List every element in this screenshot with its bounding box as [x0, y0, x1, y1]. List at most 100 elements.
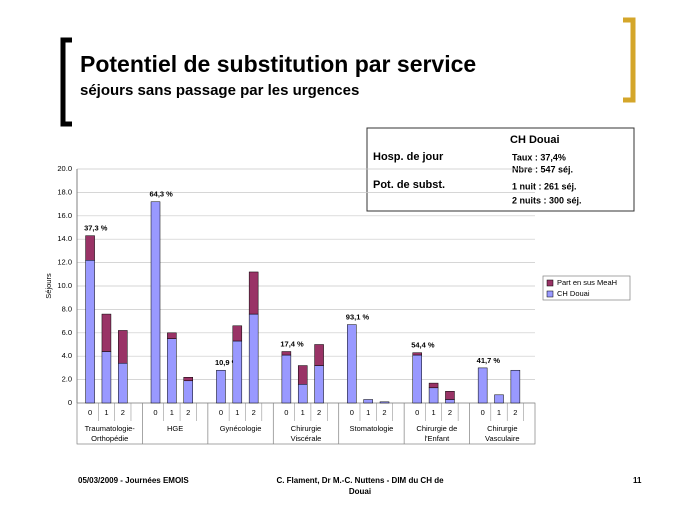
info-heading: CH Douai	[510, 134, 560, 146]
right-bracket	[623, 17, 636, 103]
bar-segment	[412, 354, 422, 404]
left-bracket	[60, 37, 72, 127]
bar-segment	[248, 313, 259, 404]
group-label: Gynécologie	[220, 424, 262, 433]
bar-segment	[297, 384, 308, 404]
page-number: 11	[633, 476, 642, 485]
y-tick-label: 18.0	[57, 187, 72, 196]
bar-segment	[232, 325, 243, 342]
x-tick-label: 0	[284, 408, 288, 417]
bar-segment	[248, 271, 259, 315]
x-tick-label: 2	[448, 408, 452, 417]
y-tick-label: 8.0	[62, 304, 72, 313]
y-tick-label: 6.0	[62, 328, 72, 337]
title: Potentiel de substitution par service	[80, 51, 476, 77]
group-annotation: 17,4 %	[280, 340, 304, 349]
x-tick-label: 1	[170, 408, 174, 417]
x-tick-label: 2	[317, 408, 321, 417]
x-tick-label: 2	[186, 408, 190, 417]
bar-segment	[363, 399, 373, 404]
group-annotation: 54,4 %	[411, 341, 435, 350]
bar-segment	[510, 369, 521, 404]
bar-segment	[183, 380, 193, 404]
info-label: Pot. de subst.	[373, 179, 445, 191]
y-tick-label: 20.0	[57, 164, 72, 173]
x-tick-label: 2	[252, 408, 256, 417]
info-label: Hosp. de jour	[373, 151, 444, 163]
bar-segment	[297, 365, 308, 385]
bar-segment	[216, 369, 226, 404]
y-tick-label: 4.0	[62, 351, 72, 360]
info-line: 1 nuit : 261 séj.	[512, 181, 577, 191]
bar-segment	[101, 313, 112, 352]
y-tick-label: 16.0	[57, 211, 72, 220]
subtitle: séjours sans passage par les urgences	[80, 82, 359, 99]
group-annotation: 10,9 %	[215, 358, 239, 367]
group-annotation: 37,3 %	[84, 224, 108, 233]
x-tick-label: 1	[497, 408, 501, 417]
x-tick-label: 0	[153, 408, 157, 417]
y-tick-label: 0	[68, 398, 72, 407]
group-label: Viscérale	[291, 434, 322, 443]
group-annotation: 64,3 %	[150, 190, 174, 199]
group-label: Orthopédie	[91, 434, 128, 443]
bar-segment	[232, 340, 243, 404]
group-label: Stomatologie	[350, 424, 394, 433]
footer-center: Douai	[349, 487, 371, 496]
bar-segment	[445, 391, 455, 400]
bar-segment	[85, 235, 95, 261]
bar-segment	[85, 260, 95, 404]
bar-segment	[167, 332, 177, 339]
y-tick-label: 2.0	[62, 375, 72, 384]
info-box	[366, 127, 635, 212]
x-tick-label: 0	[88, 408, 92, 417]
info-line: Nbre : 547 séj.	[512, 164, 573, 174]
y-tick-label: 12.0	[57, 258, 72, 267]
x-tick-label: 1	[431, 408, 435, 417]
info-line: 2 nuits : 300 séj.	[512, 195, 582, 205]
bar-segment	[150, 201, 161, 404]
group-label: HGE	[167, 424, 183, 433]
group-label: Vasculaire	[485, 434, 519, 443]
group-label: Chirurgie	[487, 424, 517, 433]
x-tick-label: 1	[366, 408, 370, 417]
legend-label: Part en sus MeaH	[557, 278, 617, 287]
bar-segment	[347, 324, 357, 404]
footer-center: C. Flament, Dr M.-C. Nuttens - DIM du CH…	[276, 476, 444, 485]
x-tick-label: 2	[121, 408, 125, 417]
y-tick-label: 14.0	[57, 234, 72, 243]
bar-segment	[101, 351, 112, 404]
x-tick-label: 0	[219, 408, 223, 417]
x-tick-label: 1	[301, 408, 305, 417]
x-tick-label: 0	[350, 408, 354, 417]
group-label: Traumatologie-	[85, 424, 136, 433]
bar-segment	[445, 399, 455, 404]
bar-segment	[281, 354, 292, 404]
bar-segment	[379, 401, 390, 404]
legend-label: CH Douai	[557, 289, 590, 298]
info-line: Taux : 37,4%	[512, 152, 566, 162]
bar-segment	[428, 387, 439, 404]
bar-segment	[494, 394, 504, 404]
y-axis-label: Séjours	[44, 273, 53, 299]
y-tick-label: 10.0	[57, 281, 72, 290]
bar-segment	[118, 362, 128, 404]
group-annotation: 41,7 %	[477, 356, 501, 365]
legend-swatch	[546, 290, 554, 298]
x-tick-label: 1	[235, 408, 239, 417]
bar-segment	[281, 351, 292, 356]
bar-segment	[118, 330, 128, 364]
x-tick-label: 0	[415, 408, 419, 417]
x-tick-label: 2	[513, 408, 517, 417]
bar-segment	[314, 365, 324, 404]
legend-box	[542, 275, 631, 301]
bar-segment	[314, 344, 324, 366]
group-label: Chirurgie de	[416, 424, 457, 433]
group-label: l'Enfant	[424, 434, 450, 443]
footer-left: 05/03/2009 - Journées EMOIS	[78, 476, 189, 485]
bar-segment	[412, 352, 422, 356]
group-annotation: 93,1 %	[346, 313, 370, 322]
x-tick-label: 2	[382, 408, 386, 417]
